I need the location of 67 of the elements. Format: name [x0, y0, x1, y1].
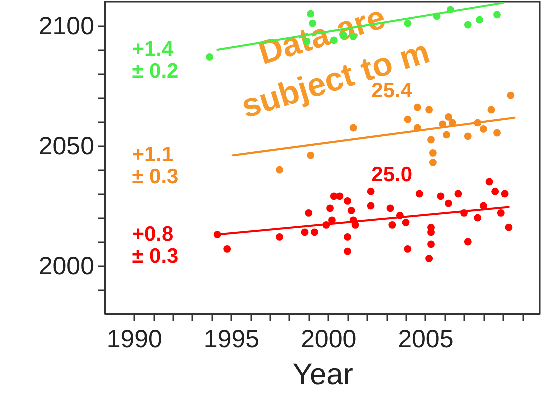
- point: [416, 190, 424, 198]
- point: [445, 200, 452, 208]
- point: [305, 210, 313, 217]
- point: [476, 16, 484, 24]
- series-label: +0.8 ± 0.3: [132, 222, 179, 268]
- point: [307, 10, 315, 18]
- point: [464, 21, 472, 29]
- point: [206, 54, 214, 61]
- point: [301, 228, 309, 236]
- x-tick-label: 2000: [301, 326, 357, 354]
- point: [464, 132, 472, 140]
- annotation: 25.0: [372, 164, 413, 187]
- point: [344, 234, 352, 241]
- point: [445, 114, 452, 121]
- point: [428, 228, 435, 236]
- point: [426, 106, 434, 114]
- y-tick-label: 2050: [38, 132, 94, 160]
- point: [429, 150, 437, 157]
- point: [276, 166, 284, 174]
- point: [426, 255, 434, 262]
- point: [443, 131, 450, 139]
- point: [344, 198, 352, 205]
- point: [414, 104, 422, 112]
- point: [404, 20, 412, 28]
- point: [454, 190, 462, 198]
- point: [336, 192, 344, 200]
- text: +1.1 ± 0.3: [132, 144, 179, 189]
- point: [505, 224, 513, 232]
- series-label: +1.4 ± 0.2: [132, 38, 179, 83]
- point: [307, 152, 315, 160]
- point: [428, 136, 435, 144]
- point: [507, 92, 515, 100]
- point: [309, 20, 316, 28]
- x-tick-label: 1990: [106, 326, 162, 354]
- point: [388, 222, 396, 229]
- point: [326, 204, 334, 212]
- point: [367, 188, 375, 196]
- point: [367, 202, 375, 210]
- point: [402, 219, 410, 226]
- point: [348, 207, 356, 214]
- point: [494, 11, 501, 19]
- x-tick-label: 2005: [398, 326, 454, 354]
- point: [224, 246, 232, 253]
- y-tick-label: 2100: [38, 12, 94, 40]
- point: [404, 246, 412, 253]
- point: [344, 248, 352, 256]
- point: [492, 188, 500, 196]
- point: [350, 124, 358, 132]
- point: [404, 116, 412, 124]
- point: [480, 126, 488, 133]
- point: [386, 204, 394, 212]
- point: [501, 190, 509, 198]
- point: [429, 159, 437, 166]
- point: [474, 214, 482, 222]
- x-axis-title: Year: [292, 358, 354, 392]
- point: [311, 228, 318, 236]
- point: [497, 210, 505, 217]
- y-tick-label: 2000: [38, 252, 94, 280]
- point: [464, 238, 472, 246]
- point: [437, 192, 445, 200]
- point: [488, 106, 496, 114]
- point: [486, 178, 494, 186]
- x-tick-label: 1995: [204, 326, 260, 354]
- annotation: 25.4: [372, 80, 413, 103]
- point: [428, 240, 435, 248]
- point: [494, 129, 501, 137]
- point: [276, 234, 284, 241]
